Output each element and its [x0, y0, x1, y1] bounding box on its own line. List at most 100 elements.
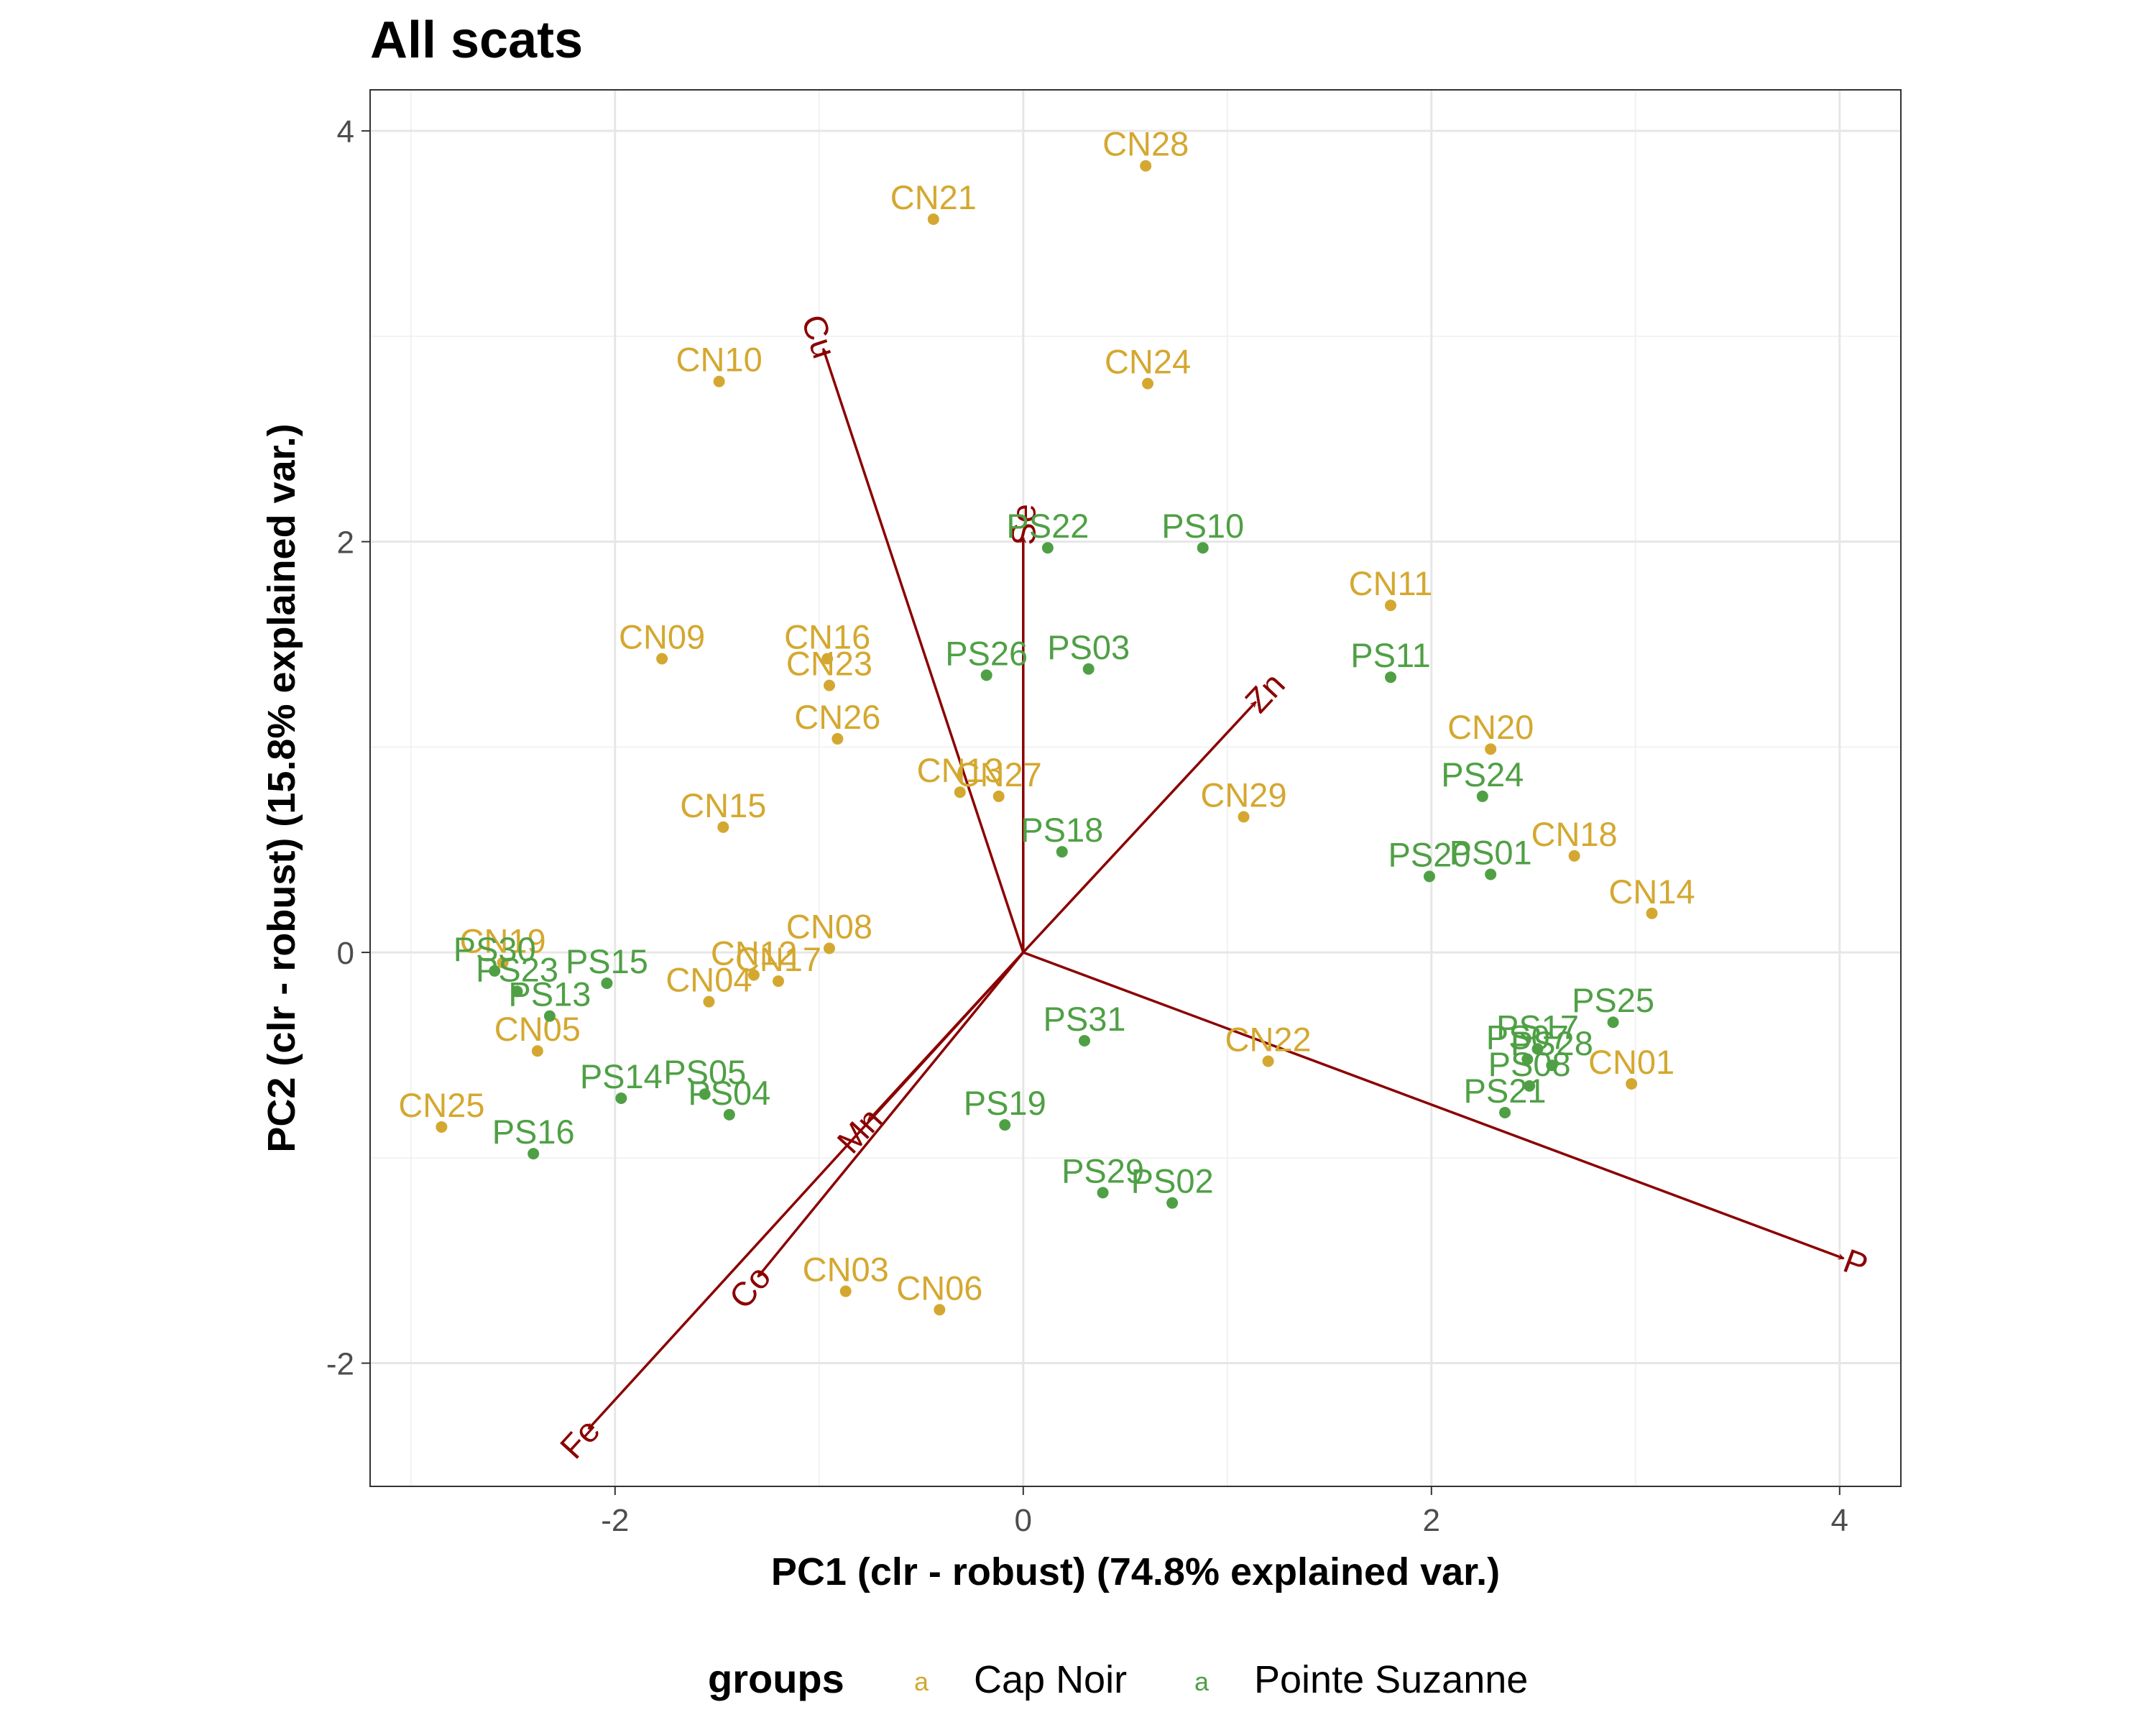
- point-ps07: [1521, 1053, 1534, 1065]
- point-cn25: [436, 1121, 448, 1133]
- y-tick-label: 2: [337, 525, 354, 561]
- grid: [370, 90, 1901, 1486]
- point-ps22: [1041, 542, 1054, 554]
- point-cn28: [1140, 160, 1152, 172]
- point-cn12: [747, 969, 760, 981]
- x-tick-label: 4: [1831, 1503, 1848, 1538]
- point-label-cn04: CN04: [665, 961, 752, 999]
- point-cn26: [831, 732, 844, 745]
- point-label-cn14: CN14: [1608, 873, 1695, 911]
- point-cn10: [713, 375, 725, 387]
- point-label-ps13: PS13: [508, 975, 591, 1013]
- y-tick-label: -2: [326, 1347, 354, 1382]
- point-ps28: [1546, 1059, 1558, 1072]
- point-label-ps30: PS30: [453, 930, 536, 968]
- x-tick-label: -2: [601, 1503, 629, 1538]
- y-tick-label: 0: [337, 936, 354, 971]
- point-cn24: [1142, 377, 1154, 390]
- point-label-ps14: PS14: [580, 1057, 663, 1095]
- point-label-ps08: PS08: [1488, 1045, 1571, 1083]
- point-cn15: [717, 821, 729, 833]
- point-label-ps16: PS16: [492, 1113, 575, 1151]
- point-cn21: [927, 213, 939, 226]
- point-ps31: [1079, 1034, 1090, 1046]
- point-label-ps07: PS07: [1486, 1018, 1569, 1057]
- point-label-cn27: CN27: [956, 755, 1042, 794]
- point-label-ps03: PS03: [1047, 628, 1130, 666]
- point-label-ps26: PS26: [945, 634, 1028, 672]
- point-label-cn20: CN20: [1447, 708, 1534, 746]
- point-label-ps04: PS04: [688, 1074, 770, 1112]
- point-label-cn19: CN19: [460, 921, 546, 960]
- point-label-cn09: CN09: [619, 617, 705, 656]
- point-label-cn29: CN29: [1200, 776, 1286, 814]
- point-label-ps28: PS28: [1511, 1024, 1593, 1062]
- chart-title: All scats: [370, 12, 583, 69]
- point-cn08: [824, 942, 835, 954]
- point-ps08: [1524, 1080, 1536, 1092]
- point-ps11: [1385, 671, 1396, 684]
- point-ps21: [1499, 1106, 1511, 1118]
- point-label-cn08: CN08: [786, 907, 872, 945]
- x-tick-label: 2: [1423, 1503, 1440, 1538]
- point-label-cn16: CN16: [784, 617, 870, 656]
- point-label-ps02: PS02: [1131, 1162, 1214, 1200]
- point-label-cn18: CN18: [1531, 815, 1618, 853]
- point-label-cn11: CN11: [1349, 564, 1433, 602]
- loading-label-p: P: [1838, 1241, 1873, 1285]
- point-label-cn03: CN03: [803, 1251, 889, 1289]
- point-label-cn24: CN24: [1105, 343, 1191, 381]
- point-label-cn28: CN28: [1102, 125, 1189, 163]
- point-label-ps18: PS18: [1021, 811, 1103, 849]
- point-label-ps19: PS19: [964, 1084, 1046, 1122]
- point-label-cn22: CN22: [1225, 1021, 1312, 1059]
- point-label-ps01: PS01: [1450, 834, 1532, 872]
- point-label-cn23: CN23: [786, 645, 872, 683]
- loading-arrow-p: [1023, 951, 1844, 1260]
- point-cn11: [1385, 599, 1396, 612]
- legend-key-1: a: [914, 1667, 929, 1696]
- point-label-ps25: PS25: [1572, 981, 1654, 1019]
- point-cn17: [773, 975, 784, 988]
- point-ps25: [1607, 1016, 1619, 1029]
- point-label-ps22: PS22: [1006, 507, 1089, 545]
- point-ps29: [1097, 1187, 1109, 1199]
- point-ps20: [1423, 870, 1435, 883]
- point-label-ps20: PS20: [1388, 835, 1470, 873]
- point-label-ps24: PS24: [1441, 755, 1524, 794]
- point-ps02: [1166, 1197, 1179, 1209]
- point-cn20: [1485, 743, 1497, 755]
- point-ps15: [601, 977, 613, 989]
- loading-arrow-cu: [823, 349, 1025, 953]
- legend-key-2: a: [1194, 1667, 1210, 1696]
- point-cn14: [1646, 907, 1658, 919]
- point-label-cn17: CN17: [735, 940, 821, 978]
- point-ps24: [1476, 790, 1488, 802]
- point-cn23: [824, 679, 835, 691]
- point-cn01: [1626, 1077, 1638, 1090]
- point-ps30: [489, 965, 501, 977]
- x-tick-label: 0: [1015, 1503, 1032, 1538]
- point-cn03: [839, 1285, 852, 1297]
- point-ps10: [1197, 542, 1209, 554]
- point-ps19: [999, 1119, 1011, 1131]
- plot-panel-border: [369, 89, 1902, 1487]
- point-ps05: [699, 1088, 711, 1100]
- legend-label-1: Cap Noir: [974, 1658, 1127, 1701]
- loading-arrow-fe: [587, 951, 1025, 1430]
- point-cn09: [656, 653, 668, 665]
- point-label-cn05: CN05: [494, 1010, 581, 1048]
- point-ps13: [543, 1010, 556, 1022]
- point-label-ps21: PS21: [1464, 1072, 1547, 1110]
- point-ps26: [980, 669, 992, 681]
- y-axis-title: PC2 (clr - robust) (15.8% explained var.…: [260, 423, 303, 1152]
- point-cn04: [703, 995, 715, 1008]
- point-ps17: [1531, 1043, 1544, 1055]
- point-label-ps11: PS11: [1350, 636, 1431, 674]
- point-cn19: [497, 957, 509, 969]
- loading-arrow-co: [757, 951, 1025, 1278]
- point-ps23: [511, 985, 523, 998]
- point-cn18: [1568, 850, 1580, 862]
- point-ps14: [615, 1092, 627, 1104]
